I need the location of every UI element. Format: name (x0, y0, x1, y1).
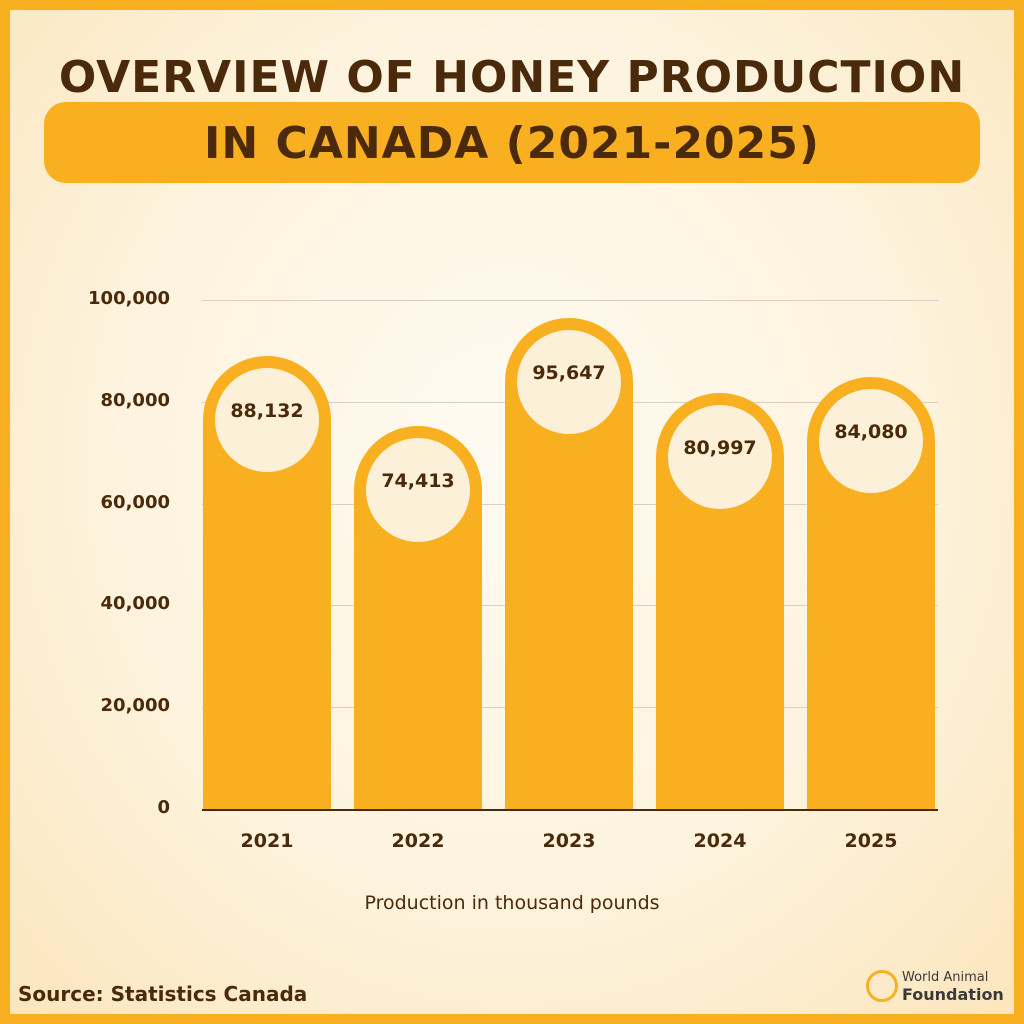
bar-value-label: 80,997 (683, 436, 757, 459)
value-bubble: 74,413 (366, 438, 470, 543)
y-tick-label: 80,000 (100, 389, 170, 411)
y-tick-label: 20,000 (100, 695, 170, 717)
value-bubble: 80,997 (668, 404, 772, 509)
y-tick-label: 60,000 (100, 491, 170, 513)
y-tick-label: 40,000 (100, 593, 170, 615)
bar-2023: 95,647 (505, 318, 633, 809)
gridline (202, 300, 938, 301)
x-axis-line (202, 809, 938, 811)
bar-2024: 80,997 (656, 392, 784, 809)
infographic-canvas: OVERVIEW OF HONEY PRODUCTION IN CANADA (… (10, 10, 1014, 1014)
title-banner: IN CANADA (2021-2025) (44, 102, 980, 183)
x-tick-label: 2024 (693, 830, 747, 852)
bar-2025: 84,080 (807, 377, 935, 809)
bar-value-label: 95,647 (532, 362, 606, 385)
bar-value-label: 88,132 (230, 400, 304, 423)
x-tick-label: 2022 (391, 830, 445, 852)
y-tick-label: 100,000 (88, 288, 170, 309)
logo-text-line-1: World Animal (902, 970, 989, 985)
x-tick-label: 2023 (542, 830, 596, 852)
x-tick-label: 2021 (240, 830, 294, 852)
bar-2022: 74,413 (354, 426, 482, 809)
source-note: Source: Statistics Canada (18, 982, 308, 1006)
value-bubble: 95,647 (517, 330, 621, 435)
bar-2021: 88,132 (203, 356, 331, 809)
brand-logo: World Animal Foundation (866, 966, 1006, 1006)
bar-value-label: 84,080 (834, 421, 908, 444)
value-bubble: 84,080 (819, 389, 923, 494)
logo-text-line-2: Foundation (902, 985, 1004, 1004)
bar-value-label: 74,413 (381, 470, 455, 493)
x-tick-label: 2025 (844, 830, 898, 852)
animal-foundation-logo-icon (866, 970, 898, 1002)
x-axis-label: Production in thousand pounds (364, 892, 660, 914)
title-line-1: OVERVIEW OF HONEY PRODUCTION (58, 52, 966, 103)
y-tick-label: 0 (157, 797, 170, 818)
value-bubble: 88,132 (215, 368, 319, 473)
title-line-2: IN CANADA (2021-2025) (203, 118, 821, 169)
